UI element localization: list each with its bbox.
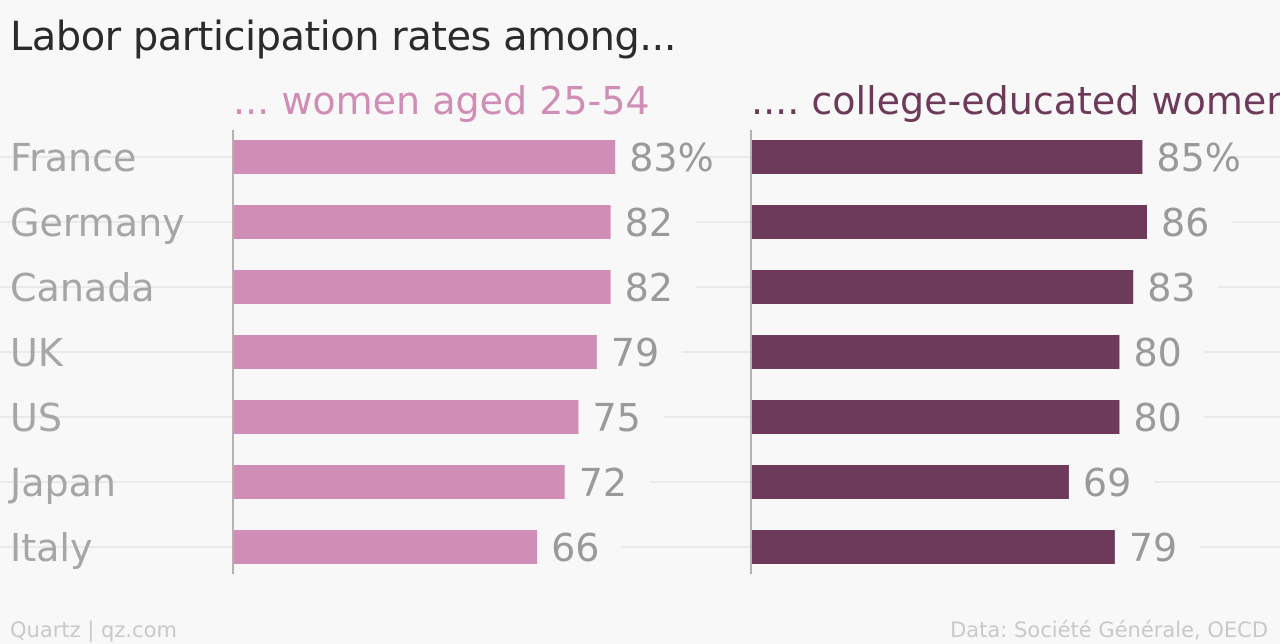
value-label-1-uk: 79 [611,331,659,375]
bar-1-uk [234,335,597,369]
category-label-japan: Japan [8,461,116,505]
value-label-1-us: 75 [592,396,640,440]
series-title-1: ... women aged 25-54 [233,79,650,123]
bar-2-us [752,400,1120,434]
bar-2-uk [752,335,1120,369]
footer-brand: Quartz | qz.com [10,618,177,642]
bar-1-germany [234,205,611,239]
value-label-1-germany: 82 [625,201,673,245]
value-label-1-canada: 82 [625,266,673,310]
bar-1-france [234,140,616,174]
bars [232,130,1232,574]
value-label-1-japan: 72 [579,461,627,505]
value-label-2-italy: 79 [1129,526,1177,570]
value-label-2-uk: 80 [1133,331,1181,375]
bar-2-italy [752,530,1115,564]
series-title-2: .... college-educated women [751,79,1280,123]
value-label-1-italy: 66 [551,526,599,570]
category-label-germany: Germany [10,201,185,245]
bar-1-canada [234,270,611,304]
value-label-2-france: 85% [1156,136,1240,180]
value-label-1-france: 83% [629,136,713,180]
category-label-uk: UK [10,331,64,375]
labels: France Germany Canada UK US Japan Italy ... wom… [8,79,1280,570]
category-label-italy: Italy [10,526,92,570]
bar-2-germany [752,205,1147,239]
bar-1-italy [234,530,538,564]
chart-title: Labor participation rates among... [10,14,676,60]
bar-2-japan [752,465,1069,499]
category-label-france: France [10,136,136,180]
category-label-us: US [10,396,62,440]
value-label-2-us: 80 [1133,396,1181,440]
bar-1-japan [234,465,565,499]
value-label-2-germany: 86 [1161,201,1209,245]
value-label-2-japan: 69 [1083,461,1131,505]
footer-source: Data: Société Générale, OECD [950,618,1268,642]
bar-2-france [752,140,1143,174]
value-label-2-canada: 83 [1147,266,1195,310]
category-label-canada: Canada [10,266,155,310]
bar-1-us [234,400,579,434]
bar-2-canada [752,270,1134,304]
